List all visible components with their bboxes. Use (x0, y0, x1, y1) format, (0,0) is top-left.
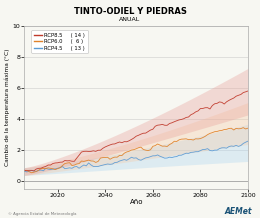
Text: ANUAL: ANUAL (119, 17, 141, 22)
Text: AEMet: AEMet (225, 207, 252, 216)
Legend: RCP8.5     ( 14 ), RCP6.0     (  6 ), RCP4.5     ( 13 ): RCP8.5 ( 14 ), RCP6.0 ( 6 ), RCP4.5 ( 13… (31, 30, 88, 53)
Text: TINTO-ODIEL Y PIEDRAS: TINTO-ODIEL Y PIEDRAS (74, 7, 186, 15)
Text: © Agencia Estatal de Meteorología: © Agencia Estatal de Meteorología (8, 212, 76, 216)
Y-axis label: Cambio de la temperatura máxima (°C): Cambio de la temperatura máxima (°C) (4, 48, 10, 166)
X-axis label: Año: Año (129, 199, 143, 205)
